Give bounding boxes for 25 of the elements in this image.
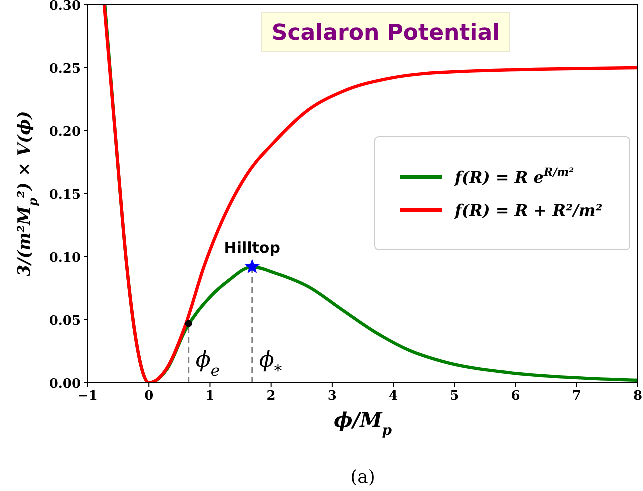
y-tick-label: 0.10	[49, 251, 81, 266]
x-tick-label: 1	[206, 389, 215, 404]
x-tick-label: 6	[511, 389, 520, 404]
legend-label: f(R) = R e$^{R/m²}$	[454, 165, 574, 187]
y-tick-label: 0.20	[49, 125, 81, 140]
y-tick-label: 0.05	[49, 314, 81, 329]
y-tick-label: 0.25	[49, 62, 81, 77]
x-tick-label: 3	[328, 389, 337, 404]
title-box: Scalaron Potential	[262, 12, 510, 52]
x-tick-label: −1	[78, 389, 98, 404]
ref-line-label: ϕ$_{*}$	[259, 348, 282, 380]
x-tick-label: 5	[450, 389, 460, 404]
y-tick-label: 0.15	[49, 188, 81, 203]
ref-line-label: ϕ$_{e}$	[196, 348, 220, 380]
x-tick-label: 0	[144, 389, 154, 404]
annotation: Hilltop	[224, 239, 281, 258]
legend-label: f(R) = R + R²/m²	[454, 201, 603, 220]
x-axis-title: ϕ/M$_{p}$	[334, 408, 392, 439]
y-tick-label: 0.30	[49, 0, 81, 14]
text: (a)	[350, 467, 376, 488]
x-tick-label: 4	[389, 389, 398, 404]
x-tick-label: 2	[266, 389, 276, 404]
x-tick-label: 7	[572, 389, 582, 404]
y-tick-label: 0.00	[49, 377, 81, 392]
x-tick-label: 8	[633, 389, 643, 404]
